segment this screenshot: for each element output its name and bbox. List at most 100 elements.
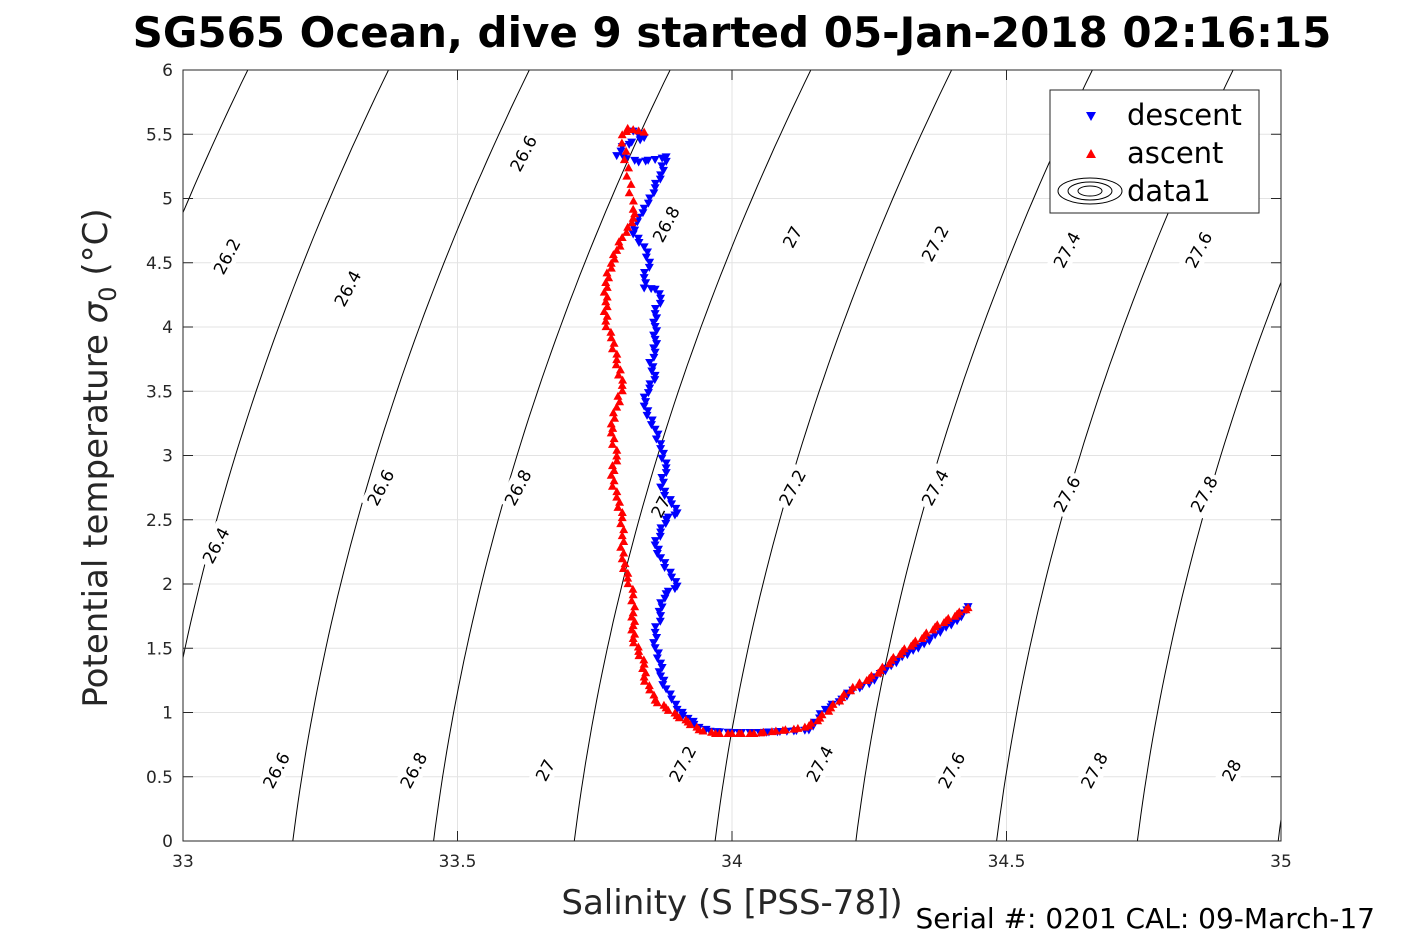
descent-point <box>650 376 660 385</box>
descent-point <box>641 253 651 262</box>
ascent-point <box>606 333 616 342</box>
legend-ascent-label: ascent <box>1127 136 1223 170</box>
descent-point <box>650 305 660 314</box>
ascent-point <box>692 722 702 731</box>
ascent-point <box>928 625 938 634</box>
descent-point <box>658 681 668 690</box>
ascent-point <box>613 391 623 400</box>
ascent-point <box>612 245 622 254</box>
descent-point <box>650 179 660 188</box>
ascent-point <box>617 380 627 389</box>
x-tick-label: 33 <box>172 852 194 872</box>
ascent-point <box>638 663 648 672</box>
ascent-point <box>634 646 644 655</box>
ascent-point <box>607 344 617 353</box>
descent-point <box>657 454 667 463</box>
ascent-point <box>599 287 609 296</box>
ascent-point <box>599 306 609 315</box>
descent-point <box>650 348 660 357</box>
descent-point <box>634 158 644 167</box>
ascent-point <box>614 237 624 246</box>
descent-point <box>671 578 681 587</box>
legend-descent-label: descent <box>1127 98 1242 132</box>
x-tick-label: 33.5 <box>439 852 477 872</box>
ascent-point <box>623 573 633 582</box>
ascent-point <box>616 542 626 551</box>
density-contour-line <box>183 70 389 841</box>
descent-point <box>660 491 670 500</box>
ascent-point <box>626 179 636 188</box>
contour-label-bg <box>931 745 972 795</box>
ascent-point <box>659 700 669 709</box>
descent-point <box>657 663 667 672</box>
ascent-point <box>619 155 629 164</box>
descent-point <box>639 204 649 213</box>
ascent-point <box>624 188 634 197</box>
y-tick-label: 2.5 <box>146 511 173 531</box>
descent-point <box>661 157 671 166</box>
descent-point <box>660 559 670 568</box>
descent-point <box>661 469 671 478</box>
density-contour-line <box>292 70 530 841</box>
descent-point <box>650 541 660 550</box>
ascent-point <box>612 355 622 364</box>
y-tick-label: 0 <box>162 832 173 852</box>
y-tick-label: 6 <box>162 61 173 81</box>
ascent-point <box>620 559 630 568</box>
descent-point <box>646 421 656 430</box>
descent-point <box>661 153 671 162</box>
contour-label-bg <box>915 218 956 269</box>
ascent-point <box>622 171 632 180</box>
descent-point <box>650 425 660 434</box>
ascent-point <box>630 616 640 625</box>
descent-point <box>634 239 644 248</box>
ascent-point <box>609 476 619 485</box>
legend-data1-label: data1 <box>1127 174 1211 208</box>
contour-label-bg <box>1046 469 1087 519</box>
ascent-point <box>608 423 618 432</box>
descent-point <box>656 659 666 668</box>
ascent-point <box>624 163 634 172</box>
descent-point <box>650 184 660 193</box>
ascent-point <box>630 629 640 638</box>
ascent-point <box>778 725 788 734</box>
descent-point <box>645 384 655 393</box>
descent-point <box>661 464 671 473</box>
ascent-point <box>601 297 611 306</box>
contour-label-bg <box>206 231 247 281</box>
descent-point <box>660 487 670 496</box>
ascent-point <box>612 456 622 465</box>
ascent-point <box>628 125 638 134</box>
descent-point <box>643 156 653 165</box>
ascent-point <box>619 548 629 557</box>
contour-label-bg <box>525 745 566 795</box>
descent-point <box>672 705 682 714</box>
descent-point <box>644 263 654 272</box>
descent-point <box>650 371 660 380</box>
descent-point <box>616 147 626 156</box>
contour-label-bg <box>503 128 544 179</box>
contour-label-bg <box>1178 225 1219 275</box>
ascent-point <box>639 676 649 685</box>
descent-point <box>655 299 665 308</box>
descent-point <box>659 478 669 487</box>
ascent-point <box>623 568 633 577</box>
descent-point <box>655 175 665 184</box>
y-tick-label: 1 <box>162 704 173 724</box>
descent-point <box>639 269 649 278</box>
ascent-point <box>601 316 611 325</box>
descent-point <box>665 496 675 505</box>
descent-point <box>655 617 665 626</box>
ascent-point <box>610 254 620 263</box>
ascent-point <box>628 590 638 599</box>
descent-point <box>651 435 661 444</box>
ascent-point <box>627 612 637 621</box>
contour-label-bg <box>393 745 434 795</box>
descent-point <box>650 537 660 546</box>
ascent-point <box>628 621 638 630</box>
descent-point <box>656 672 666 681</box>
descent-point <box>661 590 671 599</box>
contour-label-bg <box>1184 469 1225 519</box>
descent-point <box>650 285 660 294</box>
